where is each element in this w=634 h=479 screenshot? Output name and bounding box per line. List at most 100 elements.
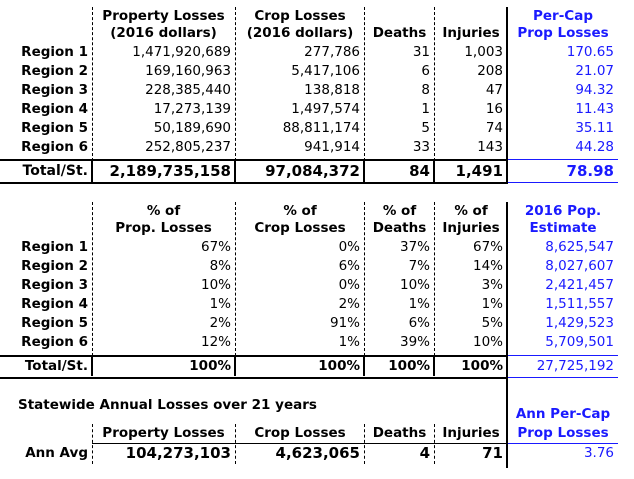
cell-property[interactable]: 228,385,440 bbox=[145, 82, 231, 98]
t1-header-deaths[interactable]: Deaths bbox=[372, 25, 427, 41]
t2-header-crop-sub[interactable]: Crop Losses bbox=[254, 220, 346, 236]
cell-property[interactable]: 1,471,920,689 bbox=[132, 44, 231, 60]
row-label[interactable]: Region 3 bbox=[21, 82, 88, 98]
row-label[interactable]: Region 2 bbox=[21, 258, 88, 274]
cell-injuries-pct[interactable]: 5% bbox=[481, 315, 503, 331]
cell-percap[interactable]: 94.32 bbox=[575, 82, 614, 98]
t3-header-property[interactable]: Property Losses bbox=[102, 425, 225, 441]
cell-pop[interactable]: 1,429,523 bbox=[545, 315, 614, 331]
cell-injuries[interactable]: 208 bbox=[477, 63, 503, 79]
cell-deaths-pct[interactable]: 7% bbox=[408, 258, 430, 274]
cell-property[interactable]: 104,273,103 bbox=[125, 444, 231, 462]
cell-pop[interactable]: 8,625,547 bbox=[545, 239, 614, 255]
cell-injuries-pct[interactable]: 10% bbox=[472, 334, 503, 350]
row-label[interactable]: Region 6 bbox=[21, 139, 88, 155]
t2-header-injuries-sub[interactable]: Injuries bbox=[442, 220, 500, 236]
t2-header-property-sub[interactable]: Prop. Losses bbox=[115, 220, 212, 236]
cell-property[interactable]: 17,273,139 bbox=[153, 101, 231, 117]
t2-header-injuries[interactable]: % of bbox=[454, 203, 488, 219]
cell-percap[interactable]: 3.76 bbox=[583, 445, 614, 461]
cell-percap[interactable]: 44.28 bbox=[575, 139, 614, 155]
row-label[interactable]: Region 2 bbox=[21, 63, 88, 79]
cell-property-pct[interactable]: 2% bbox=[209, 315, 231, 331]
cell-property-pct[interactable]: 8% bbox=[209, 258, 231, 274]
row-label[interactable]: Total/St. bbox=[24, 358, 88, 374]
cell-deaths-pct[interactable]: 39% bbox=[399, 334, 430, 350]
cell-percap[interactable]: 21.07 bbox=[575, 63, 614, 79]
cell-crop-pct[interactable]: 6% bbox=[338, 258, 360, 274]
t2-header-deaths[interactable]: % of bbox=[382, 203, 417, 219]
row-label[interactable]: Total/St. bbox=[22, 163, 88, 179]
t2-header-pop-sub[interactable]: Estimate bbox=[529, 220, 597, 236]
cell-deaths-pct[interactable]: 1% bbox=[408, 296, 430, 312]
row-label[interactable]: Region 1 bbox=[21, 239, 88, 255]
cell-property-pct[interactable]: 100% bbox=[189, 358, 231, 374]
cell-deaths-pct[interactable]: 37% bbox=[399, 239, 430, 255]
cell-injuries[interactable]: 47 bbox=[485, 82, 503, 98]
cell-crop[interactable]: 277,786 bbox=[304, 44, 360, 60]
cell-property-pct[interactable]: 1% bbox=[209, 296, 231, 312]
cell-deaths[interactable]: 4 bbox=[419, 444, 430, 462]
t2-header-crop[interactable]: % of bbox=[283, 203, 317, 219]
row-label[interactable]: Region 4 bbox=[21, 101, 88, 117]
cell-crop[interactable]: 1,497,574 bbox=[291, 101, 360, 117]
cell-property-pct[interactable]: 10% bbox=[200, 277, 231, 293]
cell-injuries[interactable]: 143 bbox=[477, 139, 503, 155]
t1-header-property[interactable]: Property Losses bbox=[102, 8, 225, 24]
row-label[interactable]: Region 5 bbox=[21, 315, 88, 331]
cell-property-pct[interactable]: 67% bbox=[200, 239, 231, 255]
t1-header-crop-sub[interactable]: (2016 dollars) bbox=[246, 25, 354, 41]
cell-pop[interactable]: 1,511,557 bbox=[545, 296, 614, 312]
cell-deaths[interactable]: 8 bbox=[421, 82, 430, 98]
cell-property[interactable]: 50,189,690 bbox=[153, 120, 231, 136]
cell-deaths[interactable]: 31 bbox=[412, 44, 430, 60]
t3-header-percap-sub[interactable]: Prop Losses bbox=[517, 425, 609, 441]
row-label[interactable]: Region 4 bbox=[21, 296, 88, 312]
cell-injuries-pct[interactable]: 67% bbox=[472, 239, 503, 255]
cell-injuries-pct[interactable]: 1% bbox=[481, 296, 503, 312]
row-label[interactable]: Ann Avg bbox=[25, 445, 88, 461]
cell-percap[interactable]: 170.65 bbox=[566, 44, 614, 60]
cell-deaths-pct[interactable]: 10% bbox=[399, 277, 430, 293]
cell-pop[interactable]: 2,421,457 bbox=[545, 277, 614, 293]
cell-crop-pct[interactable]: 2% bbox=[338, 296, 360, 312]
row-label[interactable]: Region 6 bbox=[21, 334, 88, 350]
cell-property[interactable]: 169,160,963 bbox=[145, 63, 231, 79]
cell-injuries[interactable]: 1,003 bbox=[464, 44, 503, 60]
row-label[interactable]: Region 3 bbox=[21, 277, 88, 293]
cell-crop[interactable]: 97,084,372 bbox=[265, 162, 360, 180]
cell-pop[interactable]: 8,027,607 bbox=[545, 258, 614, 274]
cell-crop[interactable]: 941,914 bbox=[304, 139, 360, 155]
t2-header-property[interactable]: % of bbox=[146, 203, 181, 219]
cell-crop-pct[interactable]: 91% bbox=[329, 315, 360, 331]
cell-injuries-pct[interactable]: 100% bbox=[461, 358, 503, 374]
t1-header-crop[interactable]: Crop Losses bbox=[254, 8, 346, 24]
t1-header-injuries[interactable]: Injuries bbox=[442, 25, 500, 41]
t3-header-percap[interactable]: Ann Per-Cap bbox=[515, 406, 611, 422]
cell-crop[interactable]: 4,623,065 bbox=[275, 444, 360, 462]
cell-pop[interactable]: 5,709,501 bbox=[545, 334, 614, 350]
t1-header-property-sub[interactable]: (2016 dollars) bbox=[110, 25, 217, 41]
t3-header-deaths[interactable]: Deaths bbox=[372, 425, 427, 441]
cell-deaths-pct[interactable]: 6% bbox=[408, 315, 430, 331]
cell-pop[interactable]: 27,725,192 bbox=[536, 358, 614, 374]
t1-header-percap[interactable]: Per-Cap bbox=[533, 8, 593, 24]
cell-crop[interactable]: 88,811,174 bbox=[282, 120, 360, 136]
cell-deaths[interactable]: 1 bbox=[421, 101, 430, 117]
cell-crop-pct[interactable]: 0% bbox=[338, 277, 360, 293]
cell-injuries[interactable]: 16 bbox=[485, 101, 503, 117]
cell-property-pct[interactable]: 12% bbox=[200, 334, 231, 350]
row-label[interactable]: Region 1 bbox=[21, 44, 88, 60]
cell-percap[interactable]: 11.43 bbox=[575, 101, 614, 117]
cell-percap[interactable]: 78.98 bbox=[566, 162, 614, 180]
cell-injuries[interactable]: 74 bbox=[485, 120, 503, 136]
cell-injuries-pct[interactable]: 14% bbox=[472, 258, 503, 274]
cell-deaths[interactable]: 84 bbox=[409, 162, 430, 180]
t1-header-percap-sub[interactable]: Prop Losses bbox=[517, 25, 609, 41]
cell-percap[interactable]: 35.11 bbox=[575, 120, 614, 136]
cell-injuries[interactable]: 71 bbox=[482, 444, 503, 462]
cell-deaths[interactable]: 33 bbox=[412, 139, 430, 155]
cell-injuries-pct[interactable]: 3% bbox=[481, 277, 503, 293]
cell-injuries[interactable]: 1,491 bbox=[455, 162, 503, 180]
t3-header-injuries[interactable]: Injuries bbox=[442, 425, 500, 441]
